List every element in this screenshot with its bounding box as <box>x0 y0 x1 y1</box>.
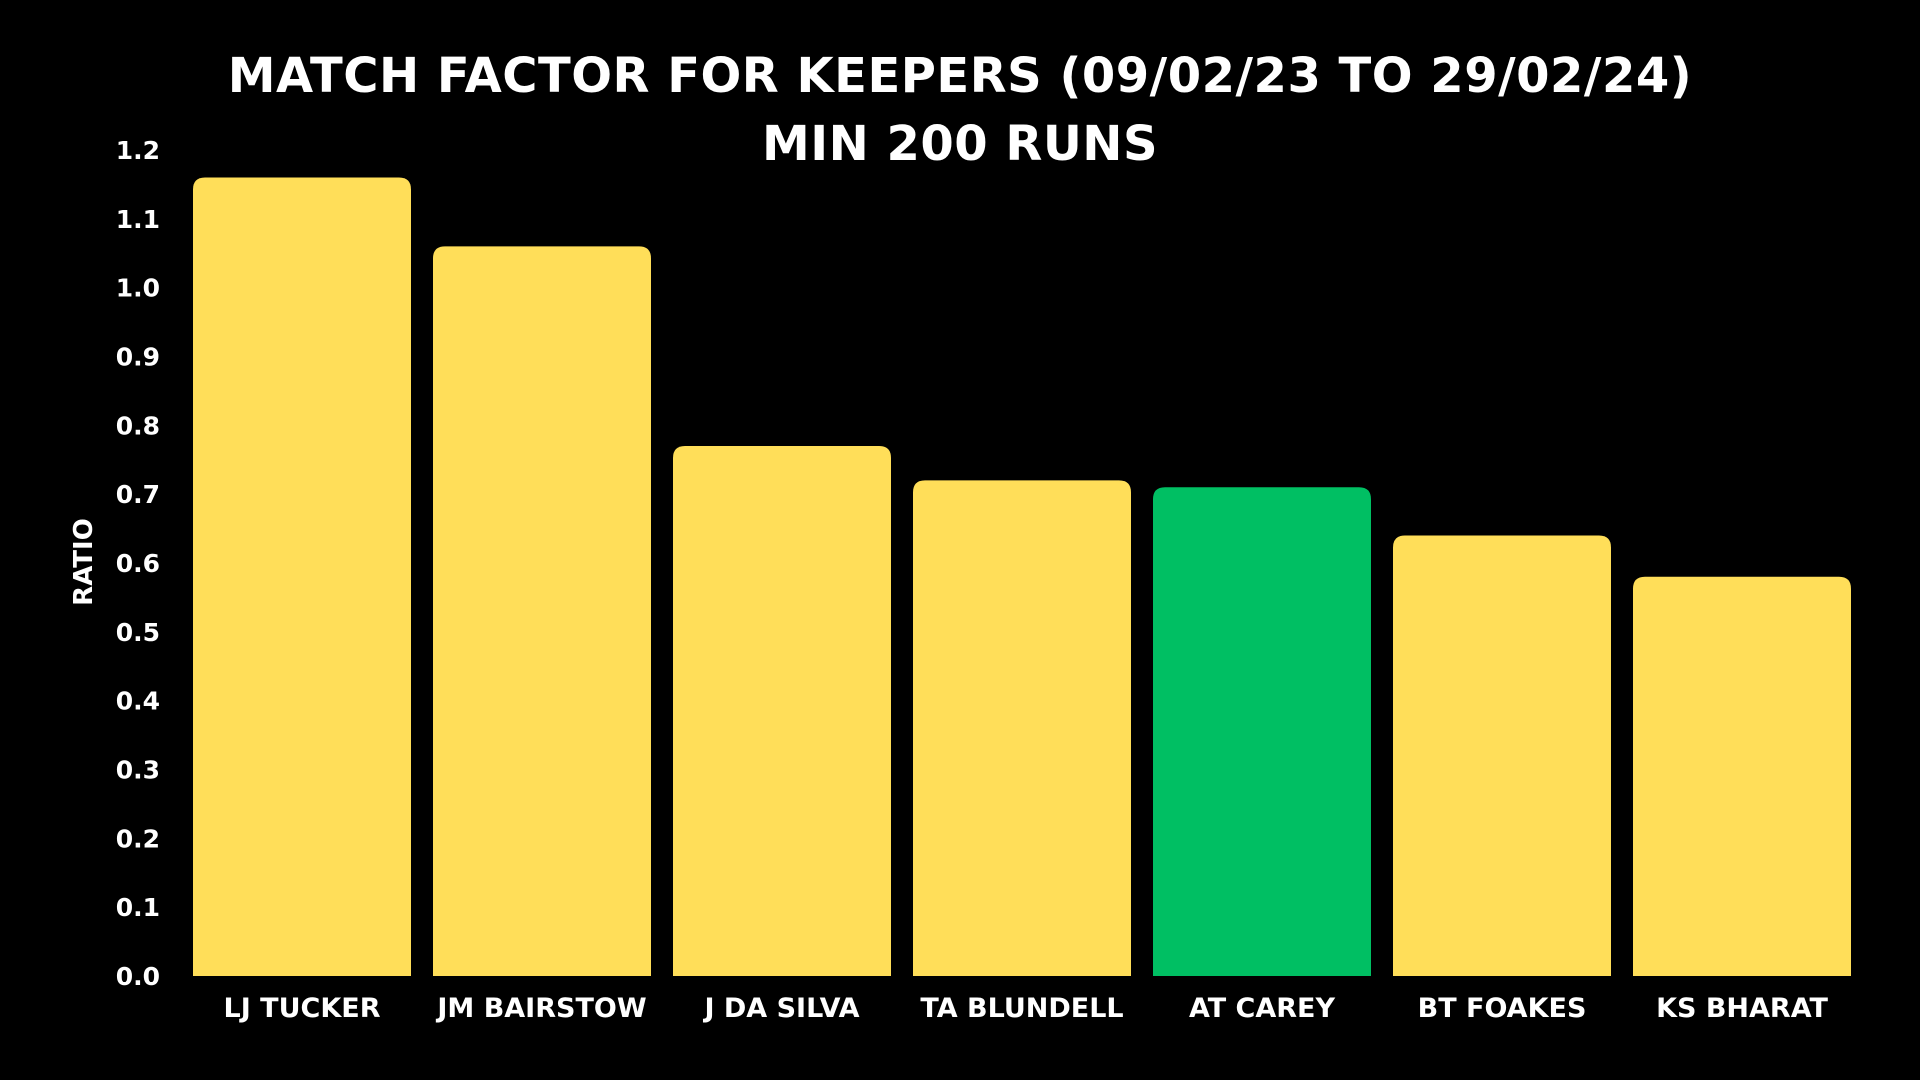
x-tick-label: KS BHARAT <box>1656 993 1828 1024</box>
y-axis-label: RATIO <box>69 518 99 606</box>
bar-jm-bairstow <box>433 246 651 976</box>
bar-ta-blundell <box>913 480 1131 976</box>
y-tick-label: 0.5 <box>116 618 160 647</box>
y-tick-label: 0.7 <box>116 480 160 509</box>
x-tick-label: JM BAIRSTOW <box>435 993 646 1024</box>
y-tick-label: 1.2 <box>116 136 160 165</box>
bar-lj-tucker <box>193 177 411 977</box>
bar-ks-bharat <box>1633 576 1851 976</box>
chart-subtitle: MIN 200 RUNS <box>761 116 1159 172</box>
y-tick-label: 0.8 <box>116 411 160 440</box>
y-tick-label: 1.1 <box>116 205 160 234</box>
x-tick-label: LJ TUCKER <box>224 993 381 1024</box>
y-tick-label: 0.1 <box>116 893 160 922</box>
y-tick-label: 0.6 <box>116 549 160 578</box>
y-tick-label: 1.0 <box>116 274 160 303</box>
x-tick-label: J DA SILVA <box>702 993 859 1024</box>
chart-title: MATCH FACTOR FOR KEEPERS (09/02/23 TO 29… <box>227 48 1693 104</box>
y-tick-label: 0.3 <box>116 756 160 785</box>
y-tick-label: 0.4 <box>116 687 160 716</box>
bar-bt-foakes <box>1393 535 1611 976</box>
x-tick-label: AT CAREY <box>1189 993 1336 1024</box>
y-tick-label: 0.9 <box>116 343 160 372</box>
x-tick-label: TA BLUNDELL <box>920 993 1123 1024</box>
bar-j-da-silva <box>673 445 891 976</box>
x-tick-label: BT FOAKES <box>1418 993 1587 1024</box>
y-tick-label: 0.2 <box>116 824 160 853</box>
y-tick-label: 0.0 <box>116 962 160 991</box>
bar-at-carey <box>1153 487 1371 976</box>
